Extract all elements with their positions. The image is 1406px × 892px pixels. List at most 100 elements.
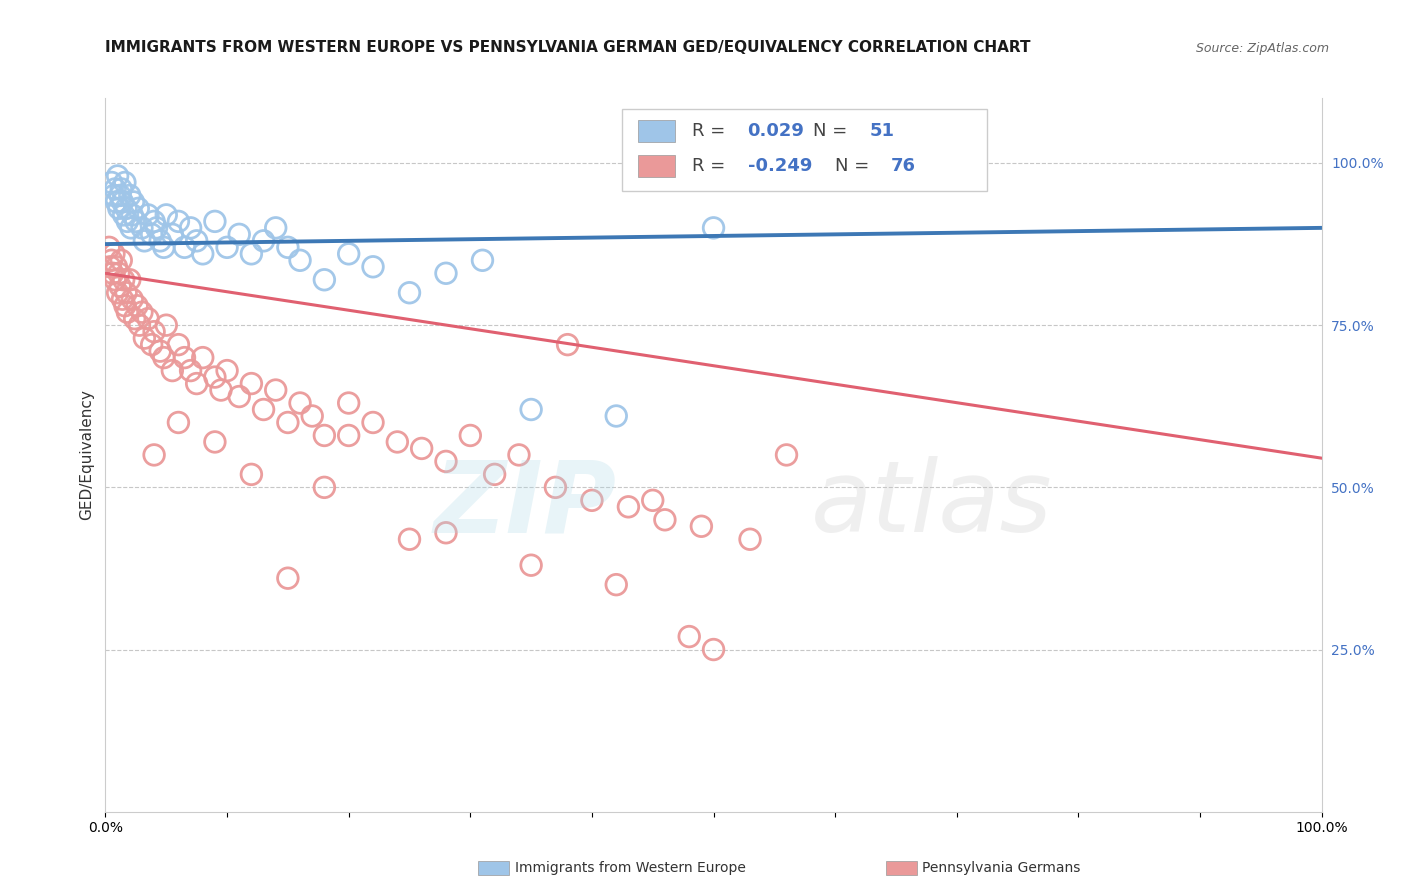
Point bbox=[107, 169, 129, 183]
Text: Pennsylvania Germans: Pennsylvania Germans bbox=[922, 861, 1081, 875]
Point bbox=[118, 188, 141, 202]
Text: 51: 51 bbox=[869, 122, 894, 140]
Point bbox=[141, 227, 163, 242]
Point bbox=[458, 428, 481, 442]
Point bbox=[117, 214, 139, 228]
Point bbox=[103, 188, 125, 202]
Point bbox=[118, 273, 141, 287]
Point bbox=[264, 383, 287, 397]
Point bbox=[124, 311, 146, 326]
Point bbox=[101, 266, 124, 280]
Point bbox=[337, 247, 360, 261]
Text: Immigrants from Western Europe: Immigrants from Western Europe bbox=[515, 861, 745, 875]
Point bbox=[153, 240, 176, 254]
Point bbox=[100, 176, 122, 190]
Point bbox=[108, 279, 131, 293]
Point bbox=[125, 299, 148, 313]
Point bbox=[104, 182, 127, 196]
Point bbox=[191, 351, 214, 365]
Point bbox=[617, 500, 640, 514]
Point bbox=[484, 467, 506, 482]
Point bbox=[128, 318, 150, 333]
Bar bbox=[638, 120, 675, 142]
Point bbox=[105, 194, 128, 209]
Point bbox=[149, 344, 172, 359]
Point bbox=[134, 331, 156, 345]
Point bbox=[702, 642, 725, 657]
Point bbox=[112, 208, 135, 222]
Point bbox=[103, 247, 125, 261]
Point bbox=[508, 448, 530, 462]
Point bbox=[100, 253, 122, 268]
Point bbox=[277, 240, 299, 254]
Point bbox=[167, 337, 190, 351]
Point bbox=[228, 227, 250, 242]
Point bbox=[125, 214, 148, 228]
Point bbox=[121, 292, 143, 306]
Point bbox=[186, 376, 208, 391]
Text: 0.029: 0.029 bbox=[748, 122, 804, 140]
Point bbox=[108, 202, 131, 216]
Point bbox=[162, 363, 184, 377]
Text: N =: N = bbox=[835, 157, 875, 175]
Point bbox=[180, 363, 202, 377]
Point bbox=[115, 285, 138, 300]
Point bbox=[288, 396, 311, 410]
Point bbox=[153, 351, 176, 365]
Point bbox=[702, 220, 725, 235]
Text: N =: N = bbox=[813, 122, 853, 140]
Point bbox=[105, 260, 128, 274]
Point bbox=[240, 376, 263, 391]
Text: -0.249: -0.249 bbox=[748, 157, 813, 175]
Point bbox=[186, 234, 208, 248]
Point bbox=[337, 428, 360, 442]
Point bbox=[120, 220, 142, 235]
Point bbox=[288, 253, 311, 268]
Text: R =: R = bbox=[692, 122, 731, 140]
Y-axis label: GED/Equivalency: GED/Equivalency bbox=[79, 390, 94, 520]
Point bbox=[387, 434, 409, 449]
Point bbox=[131, 305, 153, 319]
Point bbox=[544, 480, 567, 494]
Point bbox=[107, 285, 129, 300]
Point bbox=[204, 214, 226, 228]
Point bbox=[191, 247, 214, 261]
Point bbox=[98, 260, 121, 274]
Point bbox=[398, 285, 420, 300]
Point bbox=[240, 247, 263, 261]
Point bbox=[117, 305, 139, 319]
Point bbox=[149, 234, 172, 248]
Point bbox=[217, 363, 239, 377]
Point bbox=[143, 214, 166, 228]
Point bbox=[605, 577, 627, 591]
Point bbox=[162, 227, 184, 242]
Text: ZIP: ZIP bbox=[433, 457, 616, 553]
Point bbox=[134, 234, 156, 248]
Point bbox=[98, 240, 121, 254]
Point bbox=[114, 299, 136, 313]
Point bbox=[155, 318, 177, 333]
Point bbox=[104, 273, 127, 287]
Point bbox=[252, 234, 274, 248]
Point bbox=[520, 558, 543, 573]
Point bbox=[111, 292, 134, 306]
Point bbox=[738, 533, 761, 547]
Point bbox=[108, 266, 131, 280]
Point bbox=[167, 416, 190, 430]
Point bbox=[264, 220, 287, 235]
Point bbox=[141, 337, 163, 351]
Point bbox=[557, 337, 579, 351]
Point bbox=[228, 390, 250, 404]
Point bbox=[110, 182, 132, 196]
Point bbox=[434, 525, 457, 540]
Point bbox=[127, 202, 149, 216]
Point bbox=[143, 325, 166, 339]
Point bbox=[361, 416, 384, 430]
Point bbox=[314, 480, 336, 494]
Point bbox=[641, 493, 664, 508]
Point bbox=[361, 260, 384, 274]
Point bbox=[240, 467, 263, 482]
Point bbox=[114, 176, 136, 190]
Text: R =: R = bbox=[692, 157, 731, 175]
Point bbox=[167, 214, 190, 228]
